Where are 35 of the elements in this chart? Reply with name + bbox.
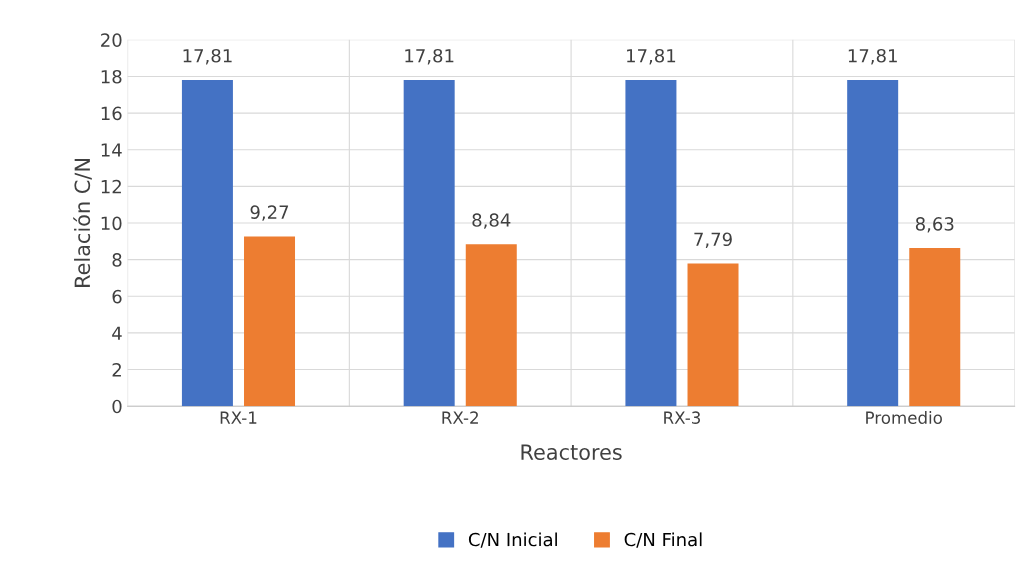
y-tick-label: 2 — [112, 363, 121, 377]
data-label: 17,81 — [627, 48, 676, 65]
y-tick-label: 6 — [112, 289, 122, 304]
data-label: 17,81 — [183, 48, 232, 65]
bar — [181, 79, 233, 407]
y-tick-label: 0 — [112, 399, 122, 414]
y-tick-label: 14 — [101, 143, 122, 157]
legend-label: C/N Inicial — [468, 532, 557, 548]
y-axis-title: Relación C/N — [73, 159, 92, 287]
x-tick-label: RX-3 — [664, 411, 701, 424]
y-tick-label: 12 — [101, 179, 121, 194]
data-label: 7,79 — [694, 232, 732, 248]
x-tick-label: RX-2 — [442, 411, 478, 424]
y-tick-label: 8 — [112, 253, 122, 267]
bar — [403, 79, 455, 407]
y-tick-label: 4 — [112, 326, 122, 340]
y-tick-label: 20 — [101, 33, 122, 47]
y-tick-label: 10 — [101, 216, 122, 231]
bar — [465, 244, 517, 407]
bar — [909, 248, 961, 407]
x-tick-label: Promedio — [866, 411, 942, 424]
y-tick-label: 16 — [101, 106, 122, 121]
data-label: 8,63 — [915, 217, 954, 233]
bar — [625, 79, 677, 407]
x-tick-label: RX-1 — [220, 411, 257, 424]
data-label: 8,84 — [472, 213, 511, 229]
legend-label: C/N Final — [624, 532, 702, 548]
bar — [687, 263, 739, 407]
data-label: 9,27 — [250, 205, 289, 221]
data-label: 17,81 — [848, 48, 897, 65]
data-label: 17,81 — [405, 48, 454, 65]
y-tick-label: 18 — [101, 69, 122, 84]
bar — [847, 79, 899, 407]
bar — [244, 236, 296, 407]
x-axis-title: Reactores — [521, 444, 622, 460]
